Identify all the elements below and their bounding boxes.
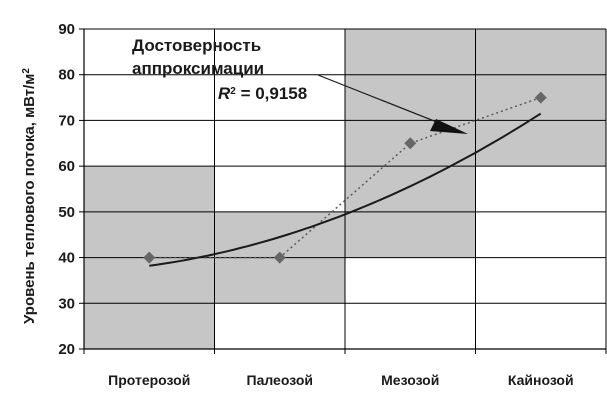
r2-sup: 2 [230,86,236,97]
annotation-line2: аппроксимации [132,59,264,78]
annotation-group: Достоверность аппроксимации R2 = 0,9158 [132,36,468,134]
trendline-group [149,112,542,267]
y-tick-label-30: 30 [58,295,75,312]
annotation-arrowhead [430,119,468,134]
x-category-label-3: Мезозой [381,372,439,388]
data-point-2 [273,251,286,264]
data-point-1 [143,251,156,264]
series-dotted-line [149,96,541,259]
y-tick-label-20: 20 [58,341,75,358]
r2-label: R2 = 0,9158 [218,84,307,103]
y-axis-title-text: Уровень теплового потока, мВт/м [21,74,38,324]
y-tick-label-90: 90 [58,21,75,38]
y-tick-labels: 20 30 40 50 60 70 80 90 [58,21,75,358]
x-category-label-2: Палеозой [247,372,313,388]
y-tick-label-40: 40 [58,250,75,267]
data-series [143,91,547,264]
x-category-labels: Протерозой Палеозой Мезозой Кайнозой [108,372,573,388]
annotation-line1: Достоверность [132,36,261,55]
data-point-3 [404,137,417,150]
axes [79,28,607,354]
y-tick-label-80: 80 [58,67,75,84]
y-tick-label-60: 60 [58,158,75,175]
x-category-label-4: Кайнозой [508,372,574,388]
data-point-4 [534,91,547,104]
y-axis-title-sup: 2 [21,68,32,74]
r2-value: = 0,9158 [236,84,307,103]
r2-letter: R [218,84,231,103]
trendline [149,112,542,267]
y-tick-label-70: 70 [58,112,75,129]
x-category-label-1: Протерозой [108,372,190,388]
y-tick-label-50: 50 [58,204,75,221]
y-axis-title: Уровень теплового потока, мВт/м2 [21,68,39,324]
